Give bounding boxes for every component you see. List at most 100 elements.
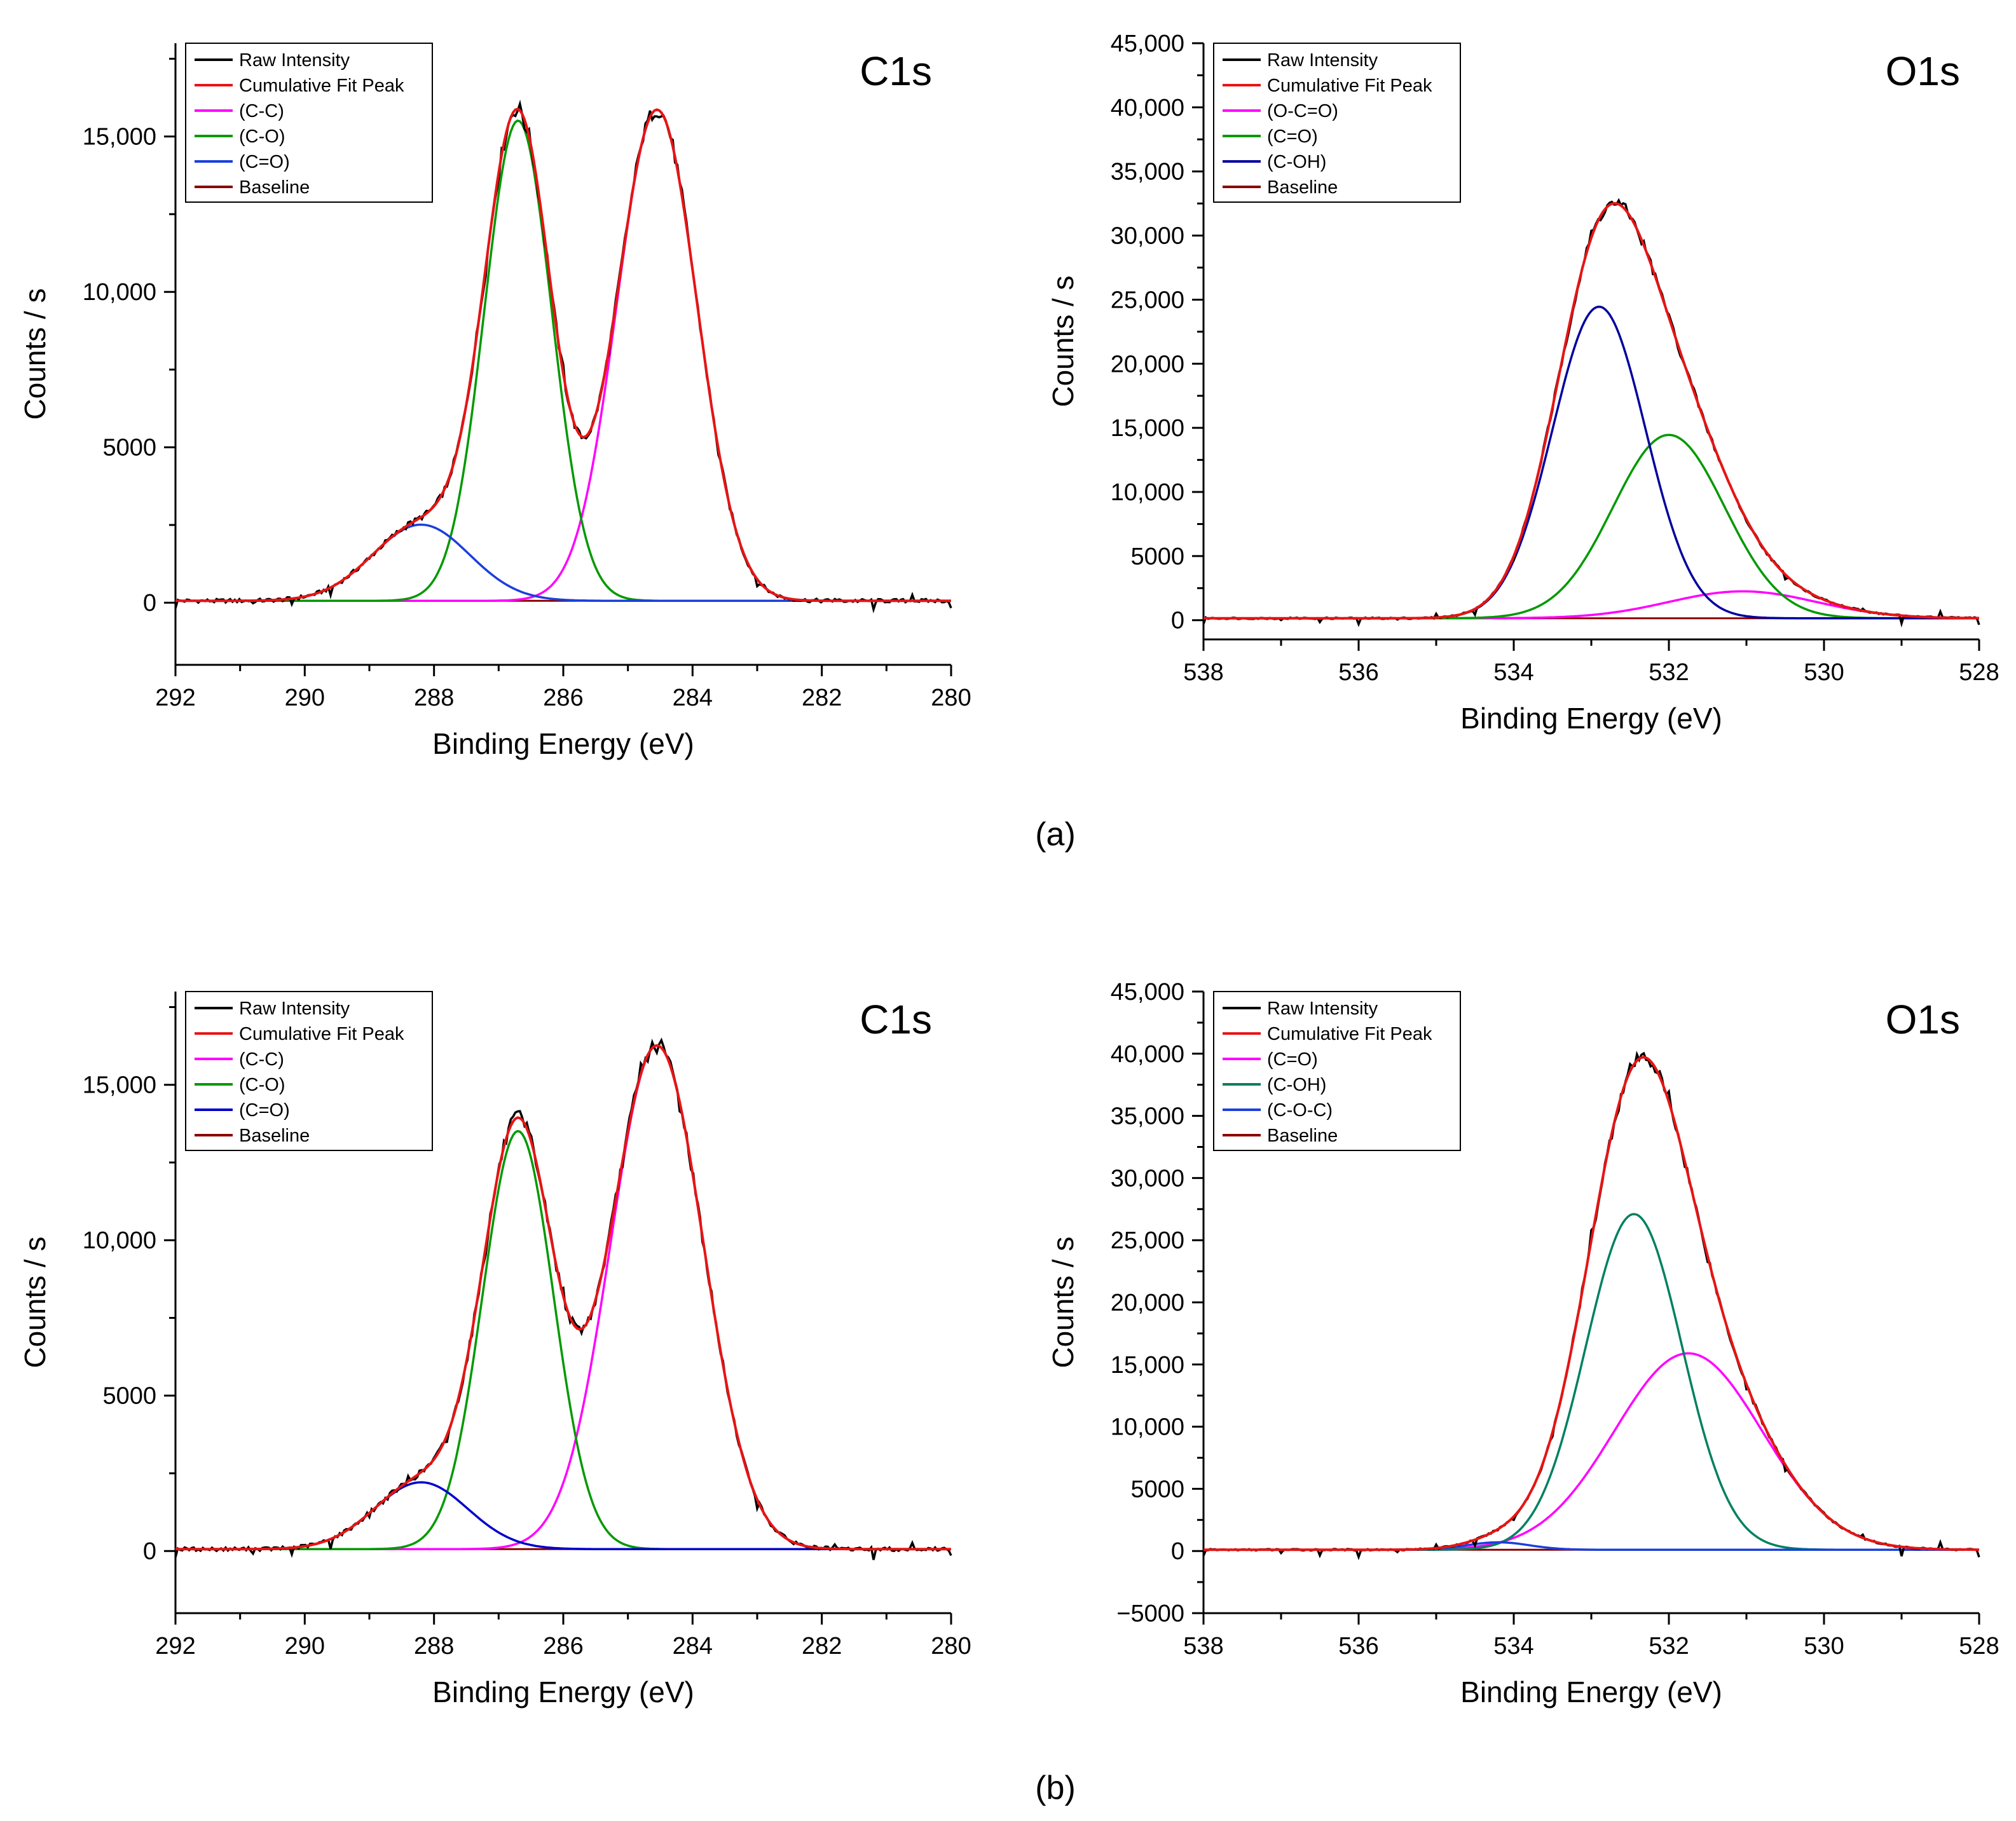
x-tick-label: 282 xyxy=(802,685,842,711)
legend-label: (C-O-C) xyxy=(1267,1100,1333,1121)
x-tick-label: 532 xyxy=(1649,659,1689,686)
legend-label: Raw Intensity xyxy=(239,50,350,71)
x-axis-title: Binding Energy (eV) xyxy=(1460,702,1722,735)
chart-b-o1s: 538 536 534 532 530 528 −5000 0 5000 10,000 15,000… xyxy=(1046,979,1999,1708)
legend-box xyxy=(1213,991,1461,1151)
y-tick-label: 10,000 xyxy=(1111,1414,1184,1441)
y-tick-label: 5000 xyxy=(1130,543,1184,570)
y-tick-label: 15,000 xyxy=(83,124,156,151)
chart-a-c1s: 292 290 288 286 284 282 280 0 5000 10,000 15,000 Bi… xyxy=(18,43,971,760)
y-tick-label: 15,000 xyxy=(83,1072,156,1099)
y-axis-title: Counts / s xyxy=(18,1236,51,1368)
chart-b-c1s: 292 290 288 286 284 282 280 0 5000 10,000 15,000 Bi… xyxy=(18,991,971,1708)
series-component-c-o xyxy=(1203,433,1979,620)
legend-label: (C-C) xyxy=(239,1049,284,1070)
series-component-c-oh xyxy=(1203,1213,1979,1551)
y-tick-label: 0 xyxy=(1171,1538,1184,1565)
y-tick-label: 10,000 xyxy=(83,279,156,306)
y-tick-label: 30,000 xyxy=(1111,223,1184,250)
legend-label: (C=O) xyxy=(239,152,290,172)
series-cumulative-fit xyxy=(175,107,951,603)
legend: Raw Intensity Cumulative Fit Peak (C-C) (C-… xyxy=(185,991,433,1151)
x-axis-title: Binding Energy (eV) xyxy=(1460,1675,1722,1708)
legend-label: Baseline xyxy=(1267,1126,1338,1146)
y-tick-label: 25,000 xyxy=(1111,1227,1184,1254)
y-tick-label: 20,000 xyxy=(1111,1290,1184,1316)
y-tick-label: 40,000 xyxy=(1111,1041,1184,1068)
y-tick-label: 5000 xyxy=(102,1383,156,1410)
legend-box xyxy=(185,991,433,1151)
x-axis-title: Binding Energy (eV) xyxy=(432,727,694,760)
y-tick-label: 30,000 xyxy=(1111,1165,1184,1192)
series-component-c-o xyxy=(1203,1352,1979,1551)
legend-label: Cumulative Fit Peak xyxy=(1267,1024,1432,1044)
series-cumulative-fit xyxy=(1203,1056,1979,1552)
y-tick-label: 0 xyxy=(143,590,156,617)
y-tick-label: 15,000 xyxy=(1111,1352,1184,1379)
y-tick-label: 0 xyxy=(1171,608,1184,634)
legend-box xyxy=(185,43,433,203)
series-raw-intensity xyxy=(1202,198,1980,628)
legend-label: (C-OH) xyxy=(1267,1075,1326,1095)
x-tick-label: 538 xyxy=(1183,659,1223,686)
x-tick-label: 536 xyxy=(1338,1633,1378,1660)
y-tick-label: 35,000 xyxy=(1111,1103,1184,1130)
x-tick-label: 284 xyxy=(673,1633,713,1660)
x-tick-label: 528 xyxy=(1959,1633,1999,1660)
legend-label: Baseline xyxy=(1267,177,1338,198)
legend-label: Cumulative Fit Peak xyxy=(239,76,404,96)
x-tick-label: 282 xyxy=(802,1633,842,1660)
x-tick-label: 288 xyxy=(414,1633,454,1660)
legend-label: Raw Intensity xyxy=(1267,999,1378,1019)
x-tick-label: 286 xyxy=(543,1633,583,1660)
series-component-c-oh xyxy=(1203,305,1979,620)
x-tick-label: 288 xyxy=(414,685,454,711)
y-tick-label: 25,000 xyxy=(1111,287,1184,313)
legend: Raw Intensity Cumulative Fit Peak (O-C=O) (… xyxy=(1213,43,1461,203)
panel-title: O1s xyxy=(1886,48,1960,94)
x-tick-label: 536 xyxy=(1338,659,1378,686)
series-component-o-c-o xyxy=(1203,590,1980,620)
y-axis-title: Counts / s xyxy=(1046,275,1080,407)
legend-label: Raw Intensity xyxy=(239,999,350,1019)
legend-label: (O-C=O) xyxy=(1267,101,1338,121)
x-tick-label: 280 xyxy=(931,1633,971,1660)
series-cumulative-fit xyxy=(175,1044,951,1551)
panel-title: O1s xyxy=(1886,997,1960,1042)
y-tick-label: −5000 xyxy=(1116,1600,1184,1627)
panel-title: C1s xyxy=(860,997,932,1042)
y-tick-label: 5000 xyxy=(102,435,156,461)
chart-a-o1s: 538 536 534 532 530 528 0 5000 10,000 15,000 20,00… xyxy=(1046,31,1999,735)
series-component-c-o xyxy=(175,1481,951,1551)
y-tick-label: 45,000 xyxy=(1111,979,1184,1006)
x-tick-label: 290 xyxy=(285,1633,325,1660)
legend-label: Cumulative Fit Peak xyxy=(1267,76,1432,96)
series-cumulative-fit xyxy=(1203,201,1980,620)
legend-label: (C-C) xyxy=(239,101,284,121)
x-tick-label: 290 xyxy=(285,685,325,711)
y-tick-label: 5000 xyxy=(1130,1476,1184,1503)
legend-label: Baseline xyxy=(239,177,310,198)
caption-a: (a) xyxy=(1035,816,1076,853)
legend-label: (C=O) xyxy=(239,1100,290,1121)
caption-b: (b) xyxy=(1035,1770,1076,1806)
legend-label: Raw Intensity xyxy=(1267,50,1378,71)
y-tick-label: 45,000 xyxy=(1111,31,1184,57)
y-tick-label: 15,000 xyxy=(1111,415,1184,442)
series-component-c-o xyxy=(175,523,951,603)
x-tick-label: 286 xyxy=(543,685,583,711)
x-tick-label: 284 xyxy=(673,685,713,711)
x-axis-title: Binding Energy (eV) xyxy=(432,1675,694,1708)
x-tick-label: 534 xyxy=(1493,1633,1533,1660)
legend: Raw Intensity Cumulative Fit Peak (C-C) (C-… xyxy=(185,43,433,203)
y-axis-title: Counts / s xyxy=(1046,1236,1080,1368)
x-tick-label: 532 xyxy=(1649,1633,1689,1660)
y-tick-label: 10,000 xyxy=(83,1227,156,1254)
y-tick-label: 35,000 xyxy=(1111,159,1184,186)
x-tick-label: 530 xyxy=(1804,659,1844,686)
x-tick-label: 538 xyxy=(1183,1633,1223,1660)
x-tick-label: 530 xyxy=(1804,1633,1844,1660)
legend-label: Cumulative Fit Peak xyxy=(239,1024,404,1044)
legend-label: (C-OH) xyxy=(1267,152,1326,172)
